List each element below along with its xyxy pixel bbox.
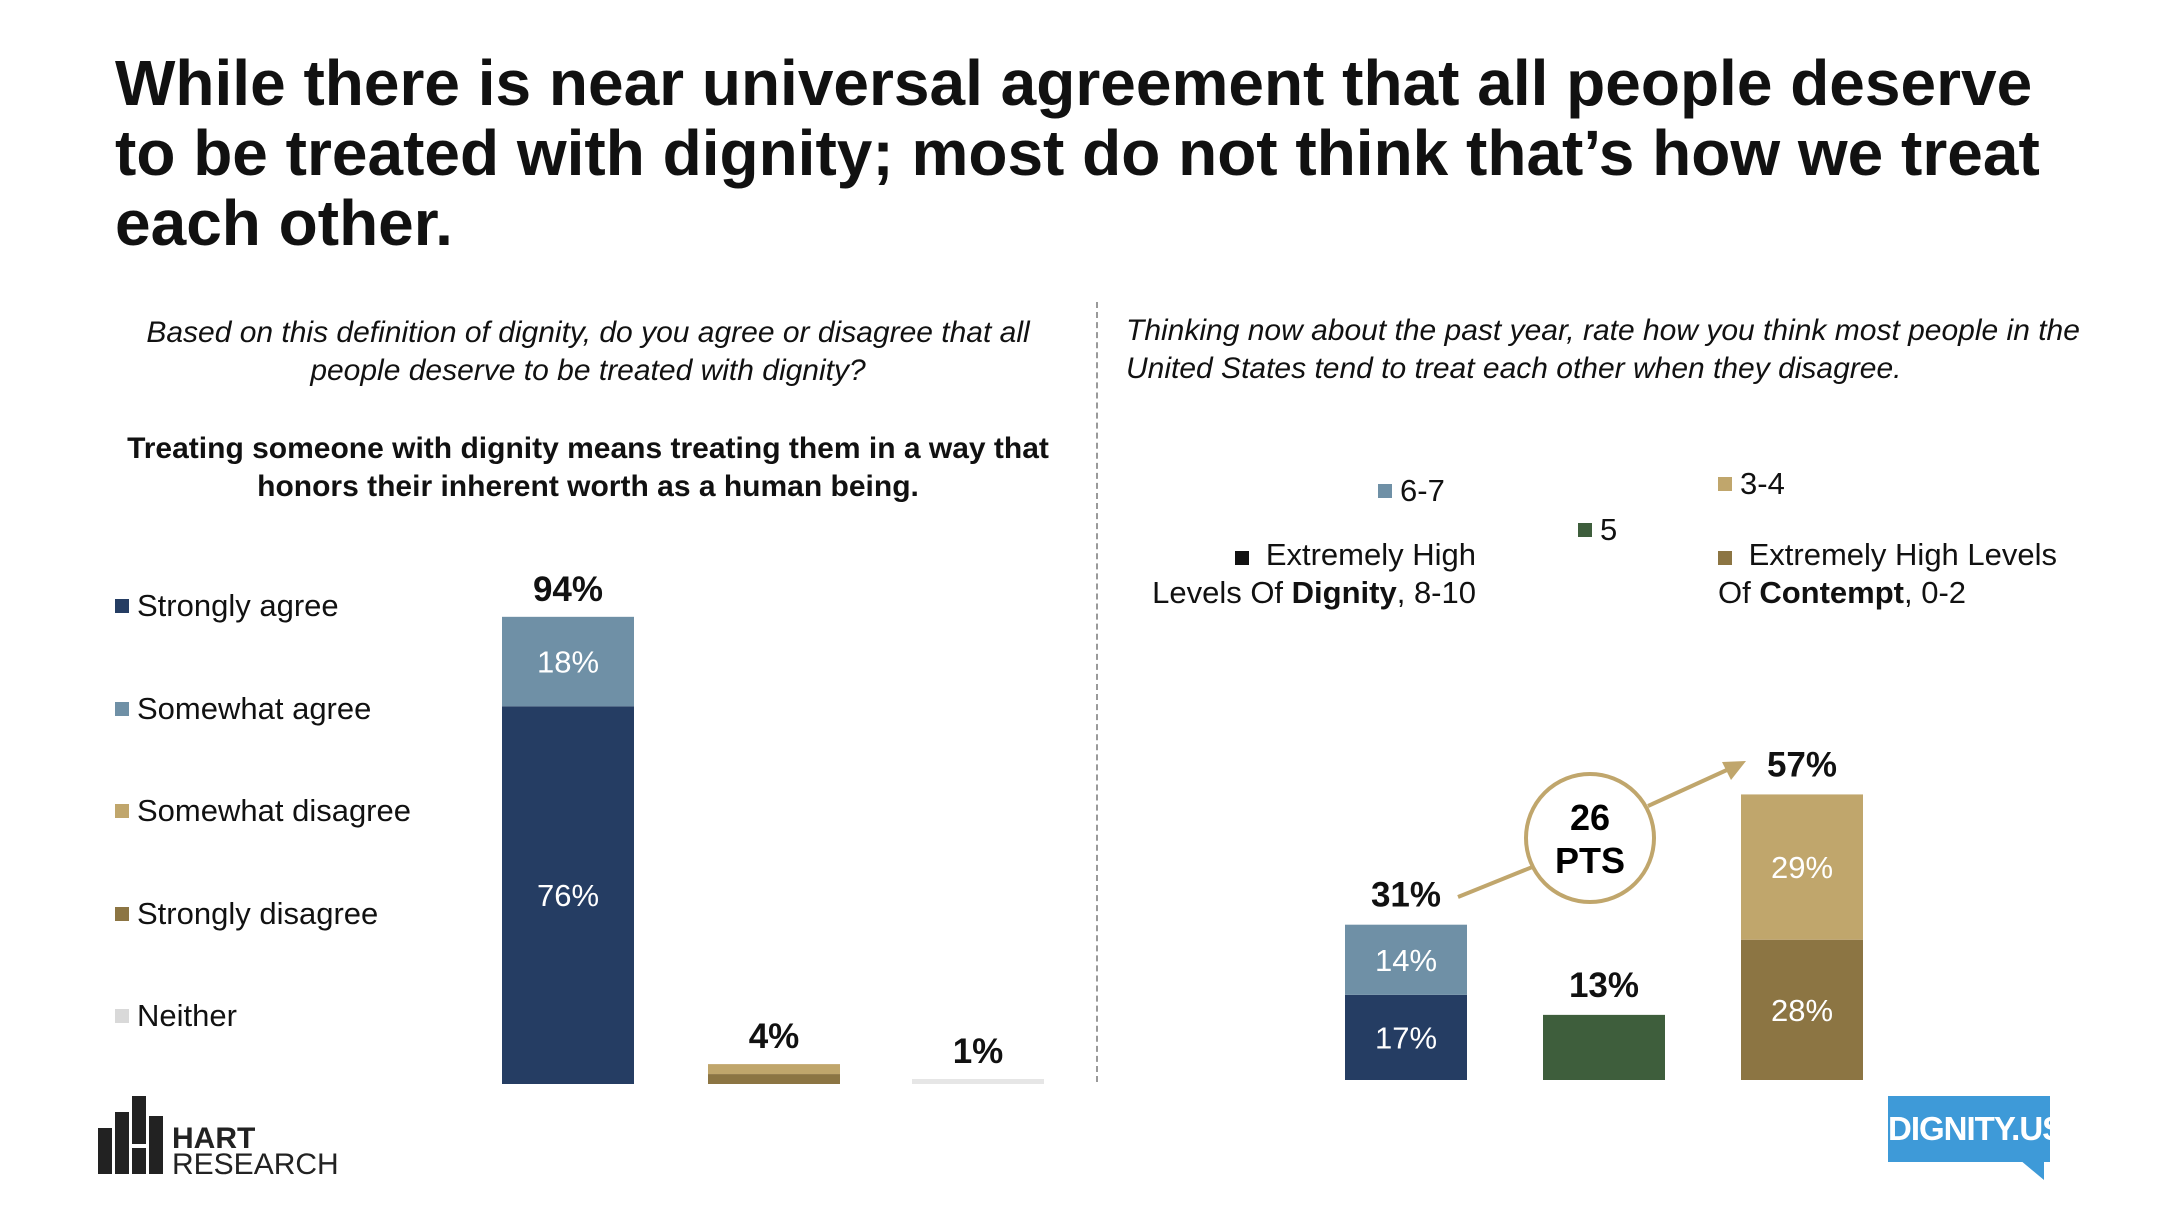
hart-word: HART — [172, 1122, 256, 1155]
legend-item-somewhat-agree: Somewhat agree — [115, 690, 371, 728]
callout-arrowhead — [1722, 761, 1746, 780]
legend-item-3-4: 3-4 — [1718, 465, 1785, 503]
hart-bars-icon — [98, 1096, 163, 1174]
legend-item-6-7: 6-7 — [1378, 472, 1445, 510]
legend-swatch — [115, 599, 129, 613]
bar-segment — [502, 616, 634, 707]
right-question: Thinking now about the past year, rate h… — [1126, 314, 2080, 385]
segment-label: 29% — [1771, 850, 1833, 885]
bar-segment — [1543, 1014, 1665, 1080]
callout-unit: PTS — [1555, 840, 1625, 881]
legend-item-5: 5 — [1578, 511, 1617, 549]
legend-swatch — [1378, 484, 1392, 498]
bar-segment — [502, 706, 634, 1084]
points-callout: 26 PTS — [1457, 761, 1746, 904]
legend-label-line2: Levels Of Dignity, 8-10 — [1152, 575, 1476, 610]
segment-label: 14% — [1375, 943, 1437, 978]
legend-swatch — [115, 804, 129, 818]
right-bar-chart: 17% 14% 31% 13% 28% 29% 57% — [1345, 745, 1863, 1080]
bar-segment — [1741, 794, 1863, 940]
legend-swatch — [1718, 551, 1732, 565]
bar-segment — [1345, 994, 1467, 1080]
legend-item-strongly-agree: Strongly agree — [115, 587, 339, 625]
legend-label: Extremely High Levels — [1718, 536, 2098, 574]
legend-label: Extremely High — [1136, 536, 1476, 574]
segment-label: 28% — [1771, 993, 1833, 1028]
legend-swatch — [1235, 551, 1250, 565]
segment-label: 17% — [1375, 1020, 1437, 1055]
hart-wordmark: HART RESEARCH — [172, 1122, 339, 1181]
dignity-logo-tail — [2020, 1160, 2044, 1180]
legend-label: Somewhat agree — [137, 691, 372, 726]
total-label: 94% — [533, 570, 603, 609]
legend-label: Somewhat disagree — [137, 793, 411, 828]
legend-swatch — [115, 1009, 129, 1023]
bar-segment — [1345, 924, 1467, 995]
callout-value: 26 — [1570, 797, 1610, 838]
legend-item-strongly-disagree: Strongly disagree — [115, 895, 378, 933]
segment-label: 76% — [537, 878, 599, 913]
callout-arrow-right — [1647, 762, 1741, 808]
bar-segment — [912, 1079, 1044, 1084]
legend-swatch — [115, 702, 129, 716]
bar-segment — [708, 1064, 840, 1075]
dignity-us-logo: DIGNITY.US — [1888, 1096, 2064, 1162]
total-label: 1% — [953, 1032, 1004, 1071]
panel-divider — [1096, 302, 1098, 1082]
total-label: 4% — [749, 1017, 800, 1056]
legend-label-line2: Of Contempt, 0-2 — [1718, 575, 1967, 610]
legend-label: Strongly agree — [137, 588, 339, 623]
segment-label: 18% — [537, 645, 599, 680]
legend-swatch — [1718, 477, 1732, 491]
hart-research-logo: HART RESEARCH — [98, 1096, 339, 1180]
left-bar-chart: 76% 18% 94% 4% 1% — [502, 570, 1044, 1084]
legend-item-extreme-contempt: Extremely High Levels Of Contempt, 0-2 — [1718, 536, 2098, 612]
left-question: Based on this definition of dignity, do … — [146, 316, 1030, 387]
legend-label: 5 — [1600, 512, 1618, 547]
legend-label: 3-4 — [1740, 466, 1785, 501]
total-label: 57% — [1767, 745, 1837, 784]
total-label: 13% — [1569, 966, 1639, 1005]
legend-item-neither: Neither — [115, 997, 237, 1035]
dignity-definition: Treating someone with dignity means trea… — [127, 432, 1049, 503]
legend-label: 6-7 — [1400, 473, 1445, 508]
legend-label: Neither — [137, 998, 237, 1033]
bar-segment — [1741, 939, 1863, 1080]
legend-item-somewhat-disagree: Somewhat disagree — [115, 792, 411, 830]
legend-item-extreme-dignity: Extremely High Levels Of Dignity, 8-10 — [1136, 536, 1476, 612]
legend-swatch — [1578, 523, 1592, 537]
legend-label: Strongly disagree — [137, 896, 379, 931]
research-word: RESEARCH — [172, 1148, 339, 1181]
legend-swatch — [115, 907, 129, 921]
page-title: While there is near universal agreement … — [115, 47, 2040, 259]
callout-circle — [1524, 772, 1656, 904]
total-label: 31% — [1371, 876, 1441, 915]
bar-segment — [708, 1074, 840, 1084]
